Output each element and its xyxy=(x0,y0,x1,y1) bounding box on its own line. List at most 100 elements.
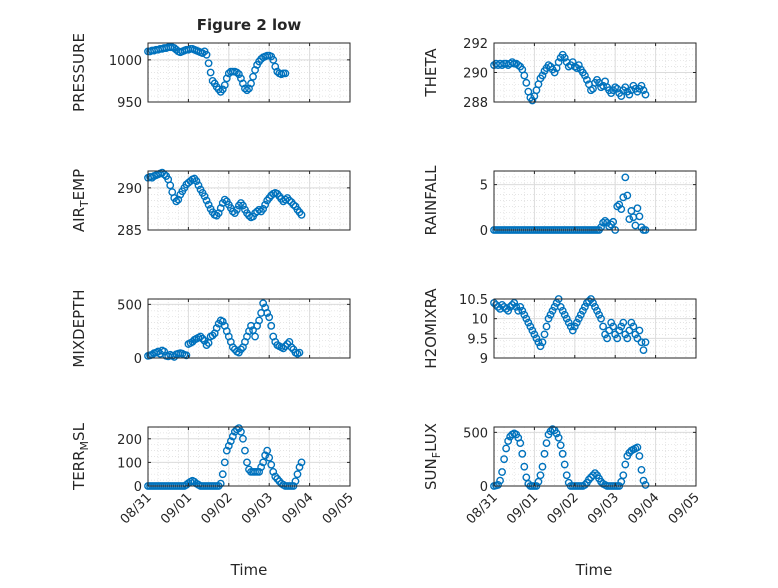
data-point xyxy=(603,334,612,343)
data-point xyxy=(597,314,605,323)
data-point xyxy=(536,342,545,351)
data-point xyxy=(160,347,169,356)
data-point xyxy=(228,343,237,352)
data-point xyxy=(564,318,573,327)
data-point xyxy=(182,351,191,360)
data-point xyxy=(504,437,513,445)
data-point xyxy=(502,444,511,453)
axes-box xyxy=(147,170,351,231)
data-point xyxy=(625,90,634,99)
y-tick-label: 100 xyxy=(117,456,142,471)
data-point xyxy=(200,192,209,201)
data-point xyxy=(623,334,632,343)
data-point xyxy=(572,318,581,327)
x-axis-label-left: Time xyxy=(230,561,268,579)
data-point xyxy=(522,473,531,482)
data-point xyxy=(619,193,628,202)
axes-box xyxy=(493,170,697,231)
data-point xyxy=(498,468,506,476)
data-point xyxy=(556,302,565,311)
data-point xyxy=(293,470,302,479)
data-point xyxy=(281,69,290,78)
data-point xyxy=(631,330,640,339)
data-point xyxy=(243,458,251,467)
data-point xyxy=(241,84,249,93)
data-point xyxy=(639,346,648,355)
data-point xyxy=(500,455,508,464)
data-point xyxy=(267,460,276,469)
data-point xyxy=(607,318,616,327)
data-point xyxy=(613,334,622,343)
data-point xyxy=(261,200,270,209)
x-tick-label: 09/05 xyxy=(666,490,703,527)
data-point xyxy=(542,322,551,331)
data-point xyxy=(247,79,255,88)
data-point xyxy=(526,322,535,331)
x-tick-label: 09/01 xyxy=(158,490,195,527)
data-point xyxy=(621,173,630,182)
data-point xyxy=(635,212,644,221)
data-point xyxy=(249,72,257,81)
data-point xyxy=(198,49,207,58)
x-tick-label: 09/02 xyxy=(199,490,236,527)
y-tick-label: 10.5 xyxy=(459,293,488,308)
data-point xyxy=(609,322,618,331)
data-point xyxy=(263,446,272,455)
data-point xyxy=(224,441,233,450)
data-point xyxy=(599,218,607,227)
data-point xyxy=(269,55,278,64)
data-point xyxy=(212,324,221,332)
data-point xyxy=(528,96,537,105)
data-point xyxy=(568,58,577,67)
data-point xyxy=(226,437,235,446)
y-tick-label: 1000 xyxy=(109,54,142,69)
data-point xyxy=(639,86,648,95)
x-tick-label: 09/03 xyxy=(239,490,276,527)
y-tick-label: 200 xyxy=(117,433,142,448)
data-point xyxy=(560,310,569,319)
data-point xyxy=(257,463,266,472)
axes-box xyxy=(147,426,351,487)
data-point xyxy=(589,299,597,307)
data-point xyxy=(259,205,268,213)
data-point xyxy=(576,310,585,319)
data-point xyxy=(578,306,587,315)
data-point xyxy=(267,321,276,330)
data-point xyxy=(633,204,642,213)
data-point xyxy=(548,306,557,315)
data-point xyxy=(220,458,229,467)
data-point xyxy=(609,217,618,226)
data-point xyxy=(581,481,589,489)
data-point xyxy=(255,467,264,476)
data-point xyxy=(538,71,547,80)
y-axis-label: THETA xyxy=(422,48,440,98)
x-tick-label: 09/04 xyxy=(279,490,316,527)
data-point xyxy=(218,470,227,479)
y-axis-label: RAINFALL xyxy=(422,165,440,236)
x-tick-label: 09/01 xyxy=(504,490,541,527)
x-tick-label: 09/05 xyxy=(320,490,357,527)
data-point xyxy=(532,334,541,343)
data-point xyxy=(261,451,270,460)
data-point xyxy=(558,306,567,315)
data-point xyxy=(494,481,502,489)
y-tick-label: 500 xyxy=(463,426,488,441)
data-point xyxy=(538,462,547,471)
y-axis-label: SUNFLUX xyxy=(422,423,443,490)
data-point xyxy=(172,197,181,206)
data-point xyxy=(591,469,599,478)
subplot-8: 0 500 08/31 09/01 09/02 09/03 09/04 09/05 SUNFLU… xyxy=(422,423,703,527)
y-tick-label: 0 xyxy=(134,352,142,367)
y-tick-label: 292 xyxy=(463,37,488,52)
data-point xyxy=(530,330,539,339)
x-tick-label: 09/02 xyxy=(545,490,582,527)
data-point xyxy=(518,449,527,458)
data-point xyxy=(599,81,607,90)
y-tick-label: 10 xyxy=(471,313,488,328)
data-point xyxy=(621,330,630,339)
data-point xyxy=(232,68,241,77)
data-point xyxy=(259,458,268,467)
data-point xyxy=(641,481,650,489)
data-point xyxy=(538,338,547,347)
subplot-6: 9 9.5 10 10.5 H2OMIXRA xyxy=(422,288,697,369)
